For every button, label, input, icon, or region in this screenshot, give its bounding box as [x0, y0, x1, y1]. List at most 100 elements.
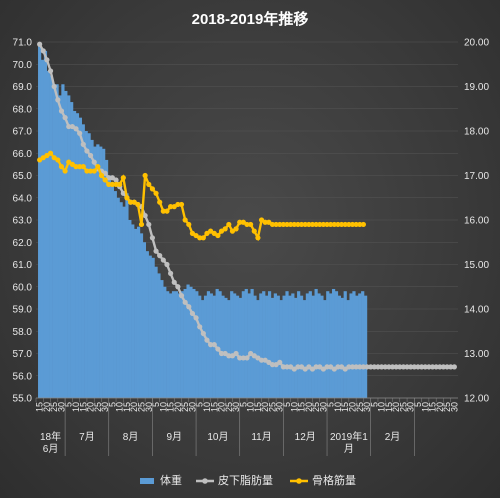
x-tick-label: 25 [224, 402, 234, 412]
x-tick-label: 25 [49, 402, 59, 412]
bar [131, 224, 135, 398]
series-point [393, 364, 399, 370]
series-point [55, 157, 61, 163]
series-point [255, 235, 261, 241]
month-label: 7月 [79, 431, 95, 443]
y-left-tick-label: 59.0 [13, 305, 33, 316]
x-tick-label: 20 [391, 402, 401, 412]
x-tick-label: 25 [137, 402, 147, 412]
series-point [244, 221, 250, 228]
bar [256, 300, 260, 398]
x-tick-label: 5 [151, 402, 161, 407]
bar [87, 133, 91, 398]
series-point [160, 208, 166, 214]
y-right-tick-label: 14.00 [464, 305, 489, 316]
y-left-tick-label: 67.0 [13, 127, 33, 138]
y-left-tick-label: 65.0 [13, 171, 33, 182]
bar [329, 293, 333, 398]
month-label: 2019年1 [330, 430, 368, 443]
series-point [233, 226, 239, 232]
series-point [273, 221, 279, 228]
bar [174, 291, 179, 398]
bar [270, 297, 275, 398]
series-point [317, 221, 323, 228]
chart-title: 2018-2019年推移 [192, 10, 309, 28]
series-point [77, 130, 83, 136]
series-point [408, 364, 414, 370]
series-point [324, 221, 330, 228]
series-point [164, 208, 170, 214]
series-point [113, 181, 119, 187]
series-point [204, 337, 210, 343]
series-point [226, 221, 232, 228]
y-axis-left: 55.0 56.0 57.0 58.0 59.0 60.0 61.0 62.0 63.0 64.0… [13, 38, 33, 405]
bar [139, 233, 144, 398]
bar [253, 295, 257, 398]
series-point [120, 175, 126, 181]
y-left-tick-label: 57.0 [13, 349, 33, 360]
series-point [186, 304, 192, 310]
series-point [353, 364, 359, 370]
series-point [360, 364, 367, 370]
bar [142, 242, 147, 398]
series-point [178, 201, 185, 208]
bar [116, 197, 120, 398]
series-point [277, 221, 283, 228]
bar [317, 293, 321, 398]
series-point [186, 221, 192, 228]
series-point [189, 310, 196, 317]
bar [52, 86, 56, 398]
series-point [160, 257, 166, 263]
series-point [55, 97, 61, 103]
x-tick-label: 20 [217, 402, 227, 412]
bar [93, 146, 97, 398]
bar [136, 226, 141, 398]
series-point [324, 364, 330, 370]
x-tick-label: 25 [180, 402, 190, 412]
bar [285, 291, 289, 398]
x-tick-label: 25 [398, 402, 408, 412]
bar [314, 288, 318, 398]
bar [238, 297, 243, 398]
series-point [211, 342, 217, 348]
bar [337, 295, 342, 398]
x-axis: 1520253051015202530510152025305101520253… [35, 397, 459, 456]
x-tick-label: 15 [253, 402, 263, 412]
y-axis-right: 12.00 13.00 14.00 15.00 16.00 17.00 18.00 19.00… [464, 38, 489, 405]
bar [78, 117, 82, 399]
y-left-tick-label: 56.0 [13, 371, 33, 382]
series-point [66, 123, 72, 130]
x-tick-label: 10 [420, 402, 430, 412]
series-point [87, 168, 94, 174]
bar [119, 202, 123, 398]
series-point [197, 235, 203, 241]
x-tick-label: 30 [362, 402, 372, 412]
series-point [284, 221, 290, 228]
series-point [349, 221, 356, 228]
month-label: 12月 [295, 431, 316, 443]
bar [186, 284, 190, 398]
bar [157, 273, 161, 398]
x-tick-label: 20 [86, 402, 96, 412]
series-point [280, 221, 286, 228]
x-tick-label: 10 [158, 402, 168, 412]
bar [349, 293, 353, 398]
series-point [175, 284, 181, 290]
legend-label: 皮下脂肪量 [218, 473, 273, 487]
x-tick-label: 20 [304, 402, 314, 412]
series-point [357, 364, 363, 370]
month-label: 月 [344, 443, 354, 455]
legend-swatch-bar [140, 478, 154, 484]
series-point [415, 364, 421, 370]
bar [352, 291, 356, 398]
bar [230, 291, 234, 398]
series-point [73, 164, 79, 170]
y-left-tick-label: 62.0 [13, 238, 33, 249]
x-tick-label: 10 [246, 402, 256, 412]
series-point [240, 355, 246, 361]
bar [195, 291, 199, 398]
bar [203, 295, 208, 398]
series-point [353, 221, 359, 228]
